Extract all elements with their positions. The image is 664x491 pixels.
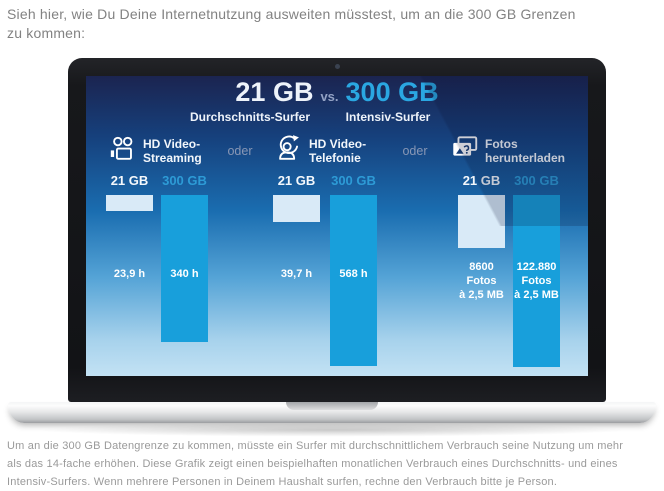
- intro-line: zu kommen:: [7, 25, 86, 41]
- laptop-shadow: [28, 423, 636, 437]
- bar-21gb: [273, 195, 320, 222]
- bar-value-label: 39,7 h: [280, 268, 313, 280]
- group-title: HD Video- Streaming: [143, 137, 202, 165]
- group-title: Fotos herunterladen: [485, 137, 566, 165]
- laptop-base: [8, 402, 656, 423]
- value-21gb: 21 GB: [235, 77, 314, 107]
- bar-300gb: [513, 195, 560, 367]
- oder-separator: oder: [402, 144, 428, 158]
- column-header-300gb: 300 GB: [514, 173, 559, 188]
- column-header-21gb: 21 GB: [462, 173, 501, 188]
- durchschnitts-surfer-label: Durchschnitts-Surfer: [189, 110, 311, 124]
- vs-label: vs.: [320, 89, 339, 104]
- video-camera-icon: [110, 136, 133, 160]
- bar-value-label: 122.880 Fotos à 2,5 MB: [514, 261, 559, 301]
- webcam-icon: [335, 64, 340, 69]
- intro-line: Sieh hier, wie Du Deine Internetnutzung …: [7, 6, 576, 22]
- comparison-title: 21 GB vs. 300 GB: [86, 77, 588, 112]
- laptop-lid-notch: [286, 402, 378, 410]
- intensiv-surfer-label: Intensiv-Surfer: [345, 110, 431, 124]
- column-header-300gb: 300 GB: [331, 173, 376, 188]
- column-header-21gb: 21 GB: [110, 173, 149, 188]
- bar-21gb: [458, 195, 505, 248]
- column-header-300gb: 300 GB: [162, 173, 207, 188]
- footer-line: Um an die 300 GB Datengrenze zu kommen, …: [7, 440, 624, 452]
- value-300gb: 300 GB: [345, 77, 439, 107]
- group-title: HD Video- Telefonie: [309, 137, 367, 165]
- laptop-screen: 21 GB vs. 300 GB Durchschnitts-Surfer Inte…: [68, 58, 606, 402]
- footer-line: Intensiv-Surfers. Wenn mehrere Personen …: [7, 476, 558, 488]
- bar-300gb: [161, 195, 208, 342]
- bar-300gb: [330, 195, 377, 366]
- intro-text: Sieh hier, wie Du Deine Internetnutzung …: [7, 5, 662, 43]
- footer-text: Um an die 300 GB Datengrenze zu kommen, …: [7, 437, 662, 491]
- person-video-call-icon: [279, 135, 299, 160]
- bar-value-label: 8600 Fotos à 2,5 MB: [459, 261, 504, 301]
- bar-value-label: 23,9 h: [113, 268, 146, 280]
- bar-value-label: 568 h: [339, 268, 368, 280]
- oder-separator: oder: [227, 144, 253, 158]
- bar-value-label: 340 h: [170, 268, 199, 280]
- footer-line: als das 14-fache erhöhen. Diese Grafik z…: [7, 458, 618, 470]
- infographic-canvas: 21 GB vs. 300 GB Durchschnitts-Surfer Inte…: [86, 76, 588, 376]
- column-header-21gb: 21 GB: [277, 173, 316, 188]
- photos-download-icon: [453, 136, 478, 156]
- bar-21gb: [106, 195, 153, 211]
